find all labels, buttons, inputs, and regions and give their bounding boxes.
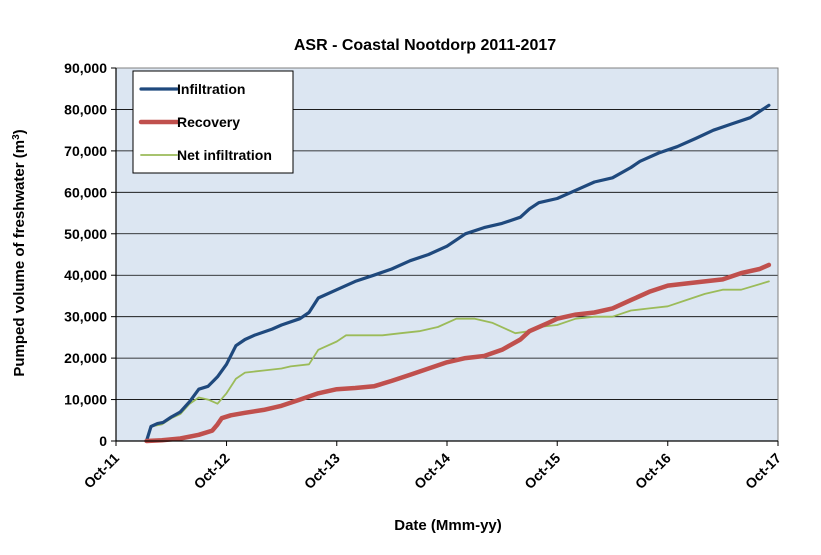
y-tick-label: 90,000 (64, 60, 107, 76)
x-axis-title: Date (Mmm-yy) (394, 517, 502, 534)
x-tick-label: Oct-14 (411, 450, 453, 492)
y-tick-label: 0 (99, 433, 107, 449)
x-tick-label: Oct-15 (521, 450, 563, 492)
y-tick-label: 50,000 (64, 226, 107, 242)
x-tick-labels: Oct-11 Oct-12 Oct-13 Oct-14 Oct-15 Oct-16 Oct-… (81, 450, 785, 492)
legend: Infiltration Recovery Net infiltration (132, 70, 294, 174)
series-line-net-infiltration (145, 280, 770, 442)
chart-title: ASR - Coastal Nootdorp 2011-2017 (294, 37, 556, 54)
y-tick-label: 20,000 (64, 350, 107, 366)
legend-label: Net infiltration (177, 147, 272, 163)
y-axis-title-superscript: 3 (11, 134, 22, 140)
x-tick-label: Oct-12 (191, 450, 233, 492)
x-tick-label: Oct-17 (742, 450, 784, 492)
y-tick-label: 70,000 (64, 143, 107, 159)
series-layer (144, 103, 772, 444)
axes (111, 67, 779, 446)
y-axis-title: Pumped volume of freshwater (m3) (11, 129, 29, 376)
x-tick-label: Oct-13 (301, 450, 343, 492)
legend-label: Infiltration (177, 81, 245, 97)
y-tick-label: 60,000 (64, 184, 107, 200)
legend-label: Recovery (177, 114, 240, 130)
x-tick-label: Oct-16 (632, 450, 674, 492)
x-tick-label: Oct-11 (81, 450, 123, 492)
series-line-recovery (144, 262, 772, 444)
series-line-infiltration (144, 103, 771, 443)
y-tick-label: 80,000 (64, 101, 107, 117)
y-tick-label: 10,000 (64, 392, 107, 408)
y-tick-label: 40,000 (64, 267, 107, 283)
y-tick-label: 30,000 (64, 309, 107, 325)
y-tick-labels: 0 10,000 20,000 30,000 40,000 50,000 60,000 70,… (64, 60, 107, 449)
